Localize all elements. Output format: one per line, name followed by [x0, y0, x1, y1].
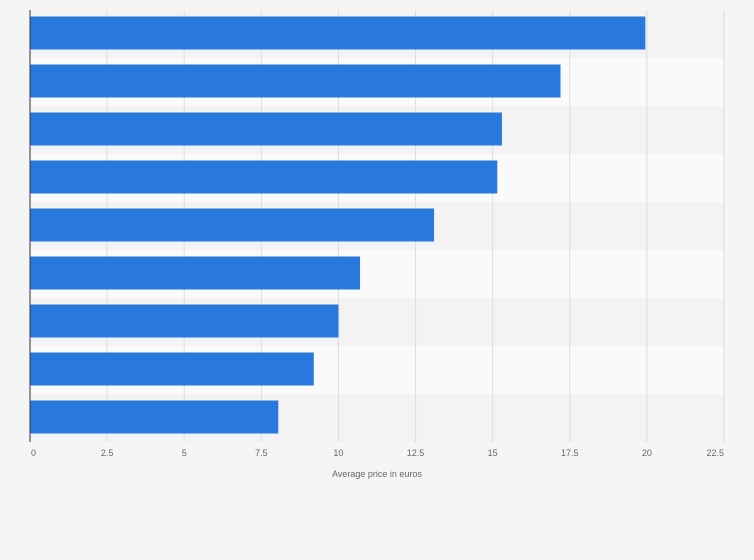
x-tick-label: 22.5: [706, 448, 724, 458]
bar: [30, 304, 339, 338]
bar: [30, 112, 502, 146]
bar: [30, 208, 435, 242]
bar: [30, 352, 314, 386]
x-tick-label: 0: [31, 448, 36, 458]
x-tick-label: 10: [333, 448, 343, 458]
bar: [30, 256, 361, 290]
bar: [30, 160, 498, 194]
x-tick-label: 17.5: [561, 448, 579, 458]
x-tick-label: 12.5: [407, 448, 425, 458]
x-tick-label: 15: [488, 448, 498, 458]
x-tick-label: 20: [642, 448, 652, 458]
x-tick-label: 7.5: [255, 448, 268, 458]
x-axis-title: Average price in euros: [332, 469, 422, 479]
x-axis-ticks: 0 2.5 5 7.5 10 12.5 15 17.5 20 22.5: [31, 448, 724, 458]
bar: [30, 400, 279, 434]
bars: [30, 16, 646, 434]
bar: [30, 16, 646, 50]
x-tick-label: 5: [182, 448, 187, 458]
x-tick-label: 2.5: [101, 448, 114, 458]
bar: [30, 64, 561, 98]
